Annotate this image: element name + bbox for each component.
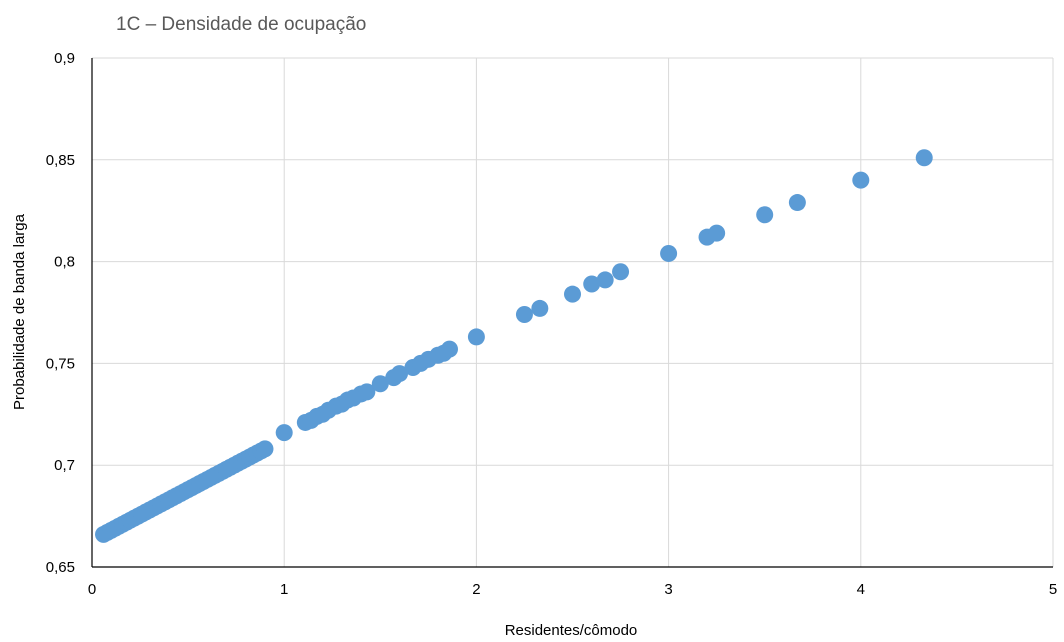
scatter-point xyxy=(256,440,274,458)
y-gridlines xyxy=(92,57,1053,466)
scatter-point xyxy=(660,244,678,262)
scatter-point xyxy=(596,271,614,289)
scatter-point xyxy=(852,171,870,189)
scatter-point xyxy=(708,224,726,242)
chart-title: 1C – Densidade de ocupação xyxy=(116,14,366,35)
x-gridlines xyxy=(283,58,1054,567)
x-tick-label: 0 xyxy=(88,581,96,598)
axes xyxy=(91,58,1053,568)
scatter-point xyxy=(756,206,774,224)
x-tick-label: 2 xyxy=(472,581,480,598)
x-tick-label: 4 xyxy=(857,581,865,598)
scatter-point xyxy=(358,383,376,401)
scatter-point xyxy=(564,285,581,303)
y-tick-label: 0,7 xyxy=(54,457,75,474)
x-tick-label: 1 xyxy=(280,581,288,598)
y-tick-label: 0,65 xyxy=(46,559,75,576)
scatter-point xyxy=(612,263,630,281)
scatter-point xyxy=(583,275,601,293)
scatter-point xyxy=(391,365,409,383)
scatter-point xyxy=(275,424,293,442)
y-tick-labels: 0,65 0,7 0,75 0,8 0,85 0,9 xyxy=(46,50,75,576)
scatter-point xyxy=(467,328,485,346)
scatter-point xyxy=(915,149,933,167)
x-tick-label: 5 xyxy=(1049,581,1057,598)
scatter-point xyxy=(788,194,806,212)
scatter-point xyxy=(515,306,533,324)
x-tick-labels: 0 1 2 3 4 5 xyxy=(88,581,1057,598)
y-tick-label: 0,9 xyxy=(54,50,75,67)
data-points xyxy=(95,149,933,543)
scatter-point xyxy=(440,340,458,358)
y-axis-title: Probabilidade de banda larga xyxy=(11,213,28,410)
y-tick-label: 0,85 xyxy=(46,152,75,169)
x-axis-title: Residentes/cômodo xyxy=(505,622,638,639)
y-tick-label: 0,8 xyxy=(54,254,75,271)
scatter-point xyxy=(531,299,549,317)
scatter-point xyxy=(371,375,389,393)
y-tick-label: 0,75 xyxy=(46,355,75,372)
x-tick-label: 3 xyxy=(664,581,672,598)
